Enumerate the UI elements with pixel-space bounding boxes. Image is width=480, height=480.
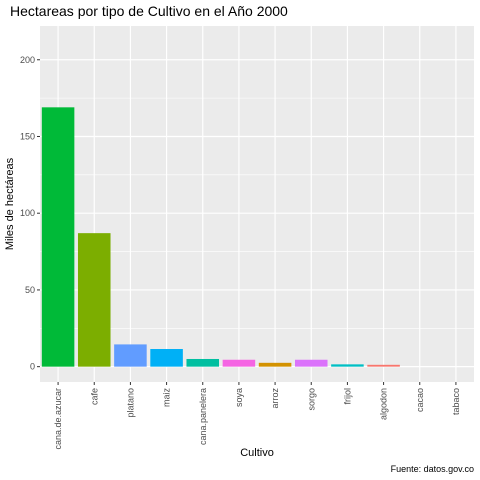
x-axis: cana.de.azucar cafe platano maiz cana.panele…	[53, 382, 461, 450]
caption: Fuente: datos.gov.co	[391, 464, 474, 474]
bar-arroz	[258, 362, 292, 367]
y-tick-label: 100	[20, 208, 35, 218]
y-tick-label: 200	[20, 55, 35, 65]
x-tick-label: cana.de.azucar	[53, 388, 63, 450]
y-axis: 0 50 100 150 200	[20, 55, 40, 372]
x-tick-label: sorgo	[306, 388, 316, 411]
x-axis-label: Cultivo	[240, 447, 274, 459]
y-tick-label: 50	[25, 285, 35, 295]
x-tick-label: maiz	[162, 388, 172, 408]
x-tick-label: arroz	[270, 388, 280, 409]
grid-minor	[40, 97, 474, 329]
bar-maiz	[150, 349, 183, 367]
bar-platano	[114, 344, 147, 367]
x-tick-label: algodon	[379, 388, 389, 420]
x-tick-label: platano	[125, 388, 135, 418]
x-tick-label: cafe	[89, 388, 99, 405]
x-tick-label: cana.panelera	[198, 388, 208, 445]
bar-soya	[222, 359, 256, 367]
bar-sorgo	[294, 359, 328, 367]
bar-frijol	[331, 364, 364, 367]
plot-panel	[40, 26, 474, 382]
bar-cafe	[77, 233, 111, 367]
chart-title: Hectareas por tipo de Cultivo en el Año …	[10, 3, 288, 19]
bar-cana.de.azucar	[41, 107, 75, 367]
y-tick-label: 150	[20, 131, 35, 141]
bar-algodon	[367, 364, 400, 367]
bar-cana.panelera	[186, 358, 220, 367]
y-axis-label: Miles de hectáreas	[4, 157, 16, 250]
x-tick-label: tabaco	[451, 388, 461, 415]
x-tick-label: cacao	[415, 388, 425, 412]
x-tick-label: frijol	[342, 388, 352, 405]
y-tick-label: 0	[30, 362, 35, 372]
x-tick-label: soya	[234, 388, 244, 407]
bars	[41, 107, 400, 367]
